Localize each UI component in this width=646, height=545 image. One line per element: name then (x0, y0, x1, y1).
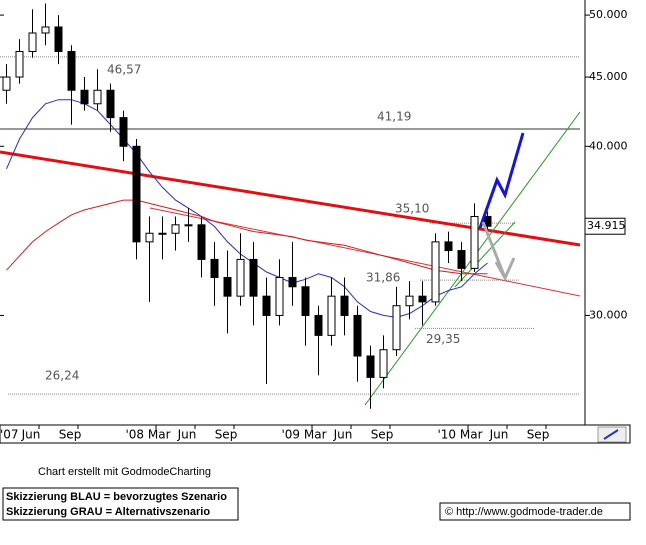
legend-blue: Skizzierung BLAU = bevorzugtes Szenario (6, 491, 227, 503)
candle-body (210, 258, 219, 278)
x-tick-label: Jun (177, 428, 197, 442)
x-tick-label: '07 (0, 428, 19, 442)
candle-body (2, 76, 11, 91)
candle-body (119, 117, 128, 147)
candle-body (366, 355, 375, 378)
candle-body (340, 295, 349, 316)
candle-body (418, 295, 427, 303)
x-tick-label: Jun (489, 428, 509, 442)
candle-body (379, 349, 388, 378)
y-tick-label: 30.000 (589, 308, 628, 321)
trendline-thin (149, 207, 581, 297)
icon-arrow (603, 429, 619, 440)
last-price-box (584, 217, 626, 235)
candle-body (223, 276, 232, 297)
x-tick-label: Jun (333, 428, 353, 442)
level-label: 29,35 (426, 332, 460, 346)
candle-body (314, 314, 323, 336)
x-tick-label: '08 Mar (125, 428, 170, 442)
candle-body (158, 232, 167, 235)
trendline-support-short (454, 221, 516, 288)
x-axis-strip (0, 424, 631, 444)
candle-body (288, 276, 297, 288)
level-label: 35,10 (395, 202, 429, 216)
moving-average (6, 99, 488, 318)
candle-body (80, 89, 89, 105)
candle-body (236, 258, 245, 297)
y-tick-label: 45.000 (589, 70, 628, 83)
x-tick-label: '10 Mar (437, 428, 482, 442)
y-tick-label: 40.000 (589, 139, 628, 152)
scenario-blue (478, 132, 525, 229)
x-tick-label: '09 Mar (281, 428, 326, 442)
candle-body (262, 295, 271, 316)
candle-body (41, 26, 50, 34)
url[interactable]: © http://www.godmode-trader.de (445, 506, 603, 518)
legend-gray: Skizzierung GRAU = Alternativszenario (6, 506, 210, 518)
trendline-resistance (0, 150, 581, 247)
credit: Chart erstellt mit GodmodeCharting (38, 466, 211, 478)
x-tick-label: Sep (215, 428, 238, 442)
candle-body (54, 26, 63, 52)
candle-body (67, 50, 76, 91)
candle-body (132, 145, 141, 243)
candle-body (145, 232, 154, 243)
y-tick-label: 50.000 (589, 8, 628, 21)
level-label: 26,24 (45, 369, 79, 383)
candle-body (444, 241, 453, 252)
candle-body (483, 215, 492, 227)
scenario-gray-head (494, 257, 516, 282)
x-tick-label: Sep (527, 428, 550, 442)
candle-body (28, 32, 37, 52)
level-label: 41,19 (377, 110, 411, 124)
last-price-label: 34.915 (587, 219, 626, 232)
level-label: 31,86 (366, 271, 400, 285)
candle-body (106, 89, 115, 119)
candle-body (405, 295, 414, 307)
x-tick-label: Sep (371, 428, 394, 442)
candle-body (470, 215, 479, 269)
plot-area (0, 0, 585, 425)
url-box (439, 502, 631, 521)
candle-body (392, 305, 401, 351)
candle-body (431, 241, 440, 303)
moving-average (6, 199, 488, 275)
x-tick-label: Sep (59, 428, 82, 442)
candle-body (93, 89, 102, 105)
candle-body (197, 224, 206, 260)
legend-box (2, 487, 239, 521)
candles (2, 3, 492, 409)
candle-body (353, 314, 362, 357)
candle-body (249, 258, 258, 297)
candle-body (15, 50, 24, 78)
candle-body (301, 286, 310, 316)
candle-body (275, 276, 284, 316)
candle-body (457, 250, 466, 269)
candle-body (327, 295, 336, 336)
candle-body (184, 224, 193, 227)
moving-averages (6, 99, 488, 318)
level-label: 46,57 (107, 62, 141, 76)
candle-body (171, 224, 180, 234)
x-tick-label: Jun (21, 428, 41, 442)
